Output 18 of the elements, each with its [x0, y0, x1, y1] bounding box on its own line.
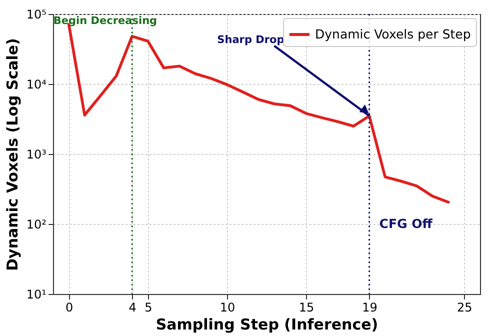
- y-tick-label: 10³: [26, 148, 47, 162]
- legend-label: Dynamic Voxels per Step: [315, 26, 471, 42]
- x-tick-label: 0: [65, 300, 74, 314]
- ref-line-label: CFG Off: [379, 216, 434, 231]
- x-tick-label: 19: [362, 300, 378, 314]
- y-tick-label: 10¹: [26, 288, 47, 302]
- x-tick-label: 5: [144, 300, 152, 314]
- x-tick-label: 25: [457, 300, 472, 314]
- y-tick-label: 10⁴: [26, 78, 47, 92]
- y-axis-title: Dynamic Voxels (Log Scale): [3, 38, 22, 271]
- x-tick-label: 4: [128, 300, 136, 314]
- y-tick-label: 10⁵: [26, 8, 47, 22]
- x-tick-label: 15: [298, 300, 314, 314]
- ref-line-label: Begin Decreasing: [53, 15, 158, 27]
- x-tick-label: 10: [220, 300, 236, 314]
- annotation: Sharp Drop: [217, 34, 285, 46]
- x-axis-title: Sampling Step (Inference): [156, 316, 378, 334]
- y-tick-label: 10²: [26, 218, 47, 232]
